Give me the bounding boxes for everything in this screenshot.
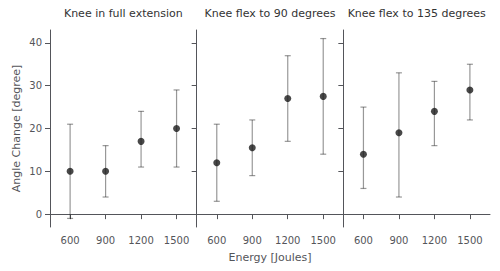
svg-text:Angle Change [degree]: Angle Change [degree] (10, 65, 23, 193)
svg-text:10: 10 (29, 166, 42, 177)
svg-text:600: 600 (207, 235, 226, 246)
svg-text:600: 600 (61, 235, 80, 246)
svg-text:Knee in full extension: Knee in full extension (64, 7, 183, 20)
svg-text:900: 900 (389, 235, 408, 246)
svg-text:900: 900 (243, 235, 262, 246)
svg-text:600: 600 (354, 235, 373, 246)
svg-text:Energy [Joules]: Energy [Joules] (228, 251, 311, 264)
svg-text:900: 900 (96, 235, 115, 246)
svg-text:1200: 1200 (275, 235, 300, 246)
svg-text:40: 40 (29, 37, 42, 48)
svg-text:Knee flex to 135 degrees: Knee flex to 135 degrees (348, 7, 486, 20)
svg-text:20: 20 (29, 123, 42, 134)
svg-text:Knee flex to 90 degrees: Knee flex to 90 degrees (204, 7, 335, 20)
svg-text:1500: 1500 (457, 235, 482, 246)
svg-text:0: 0 (36, 209, 42, 220)
svg-text:1500: 1500 (164, 235, 189, 246)
svg-text:1500: 1500 (310, 235, 335, 246)
svg-text:1200: 1200 (128, 235, 153, 246)
svg-text:1200: 1200 (422, 235, 447, 246)
svg-text:30: 30 (29, 80, 42, 91)
